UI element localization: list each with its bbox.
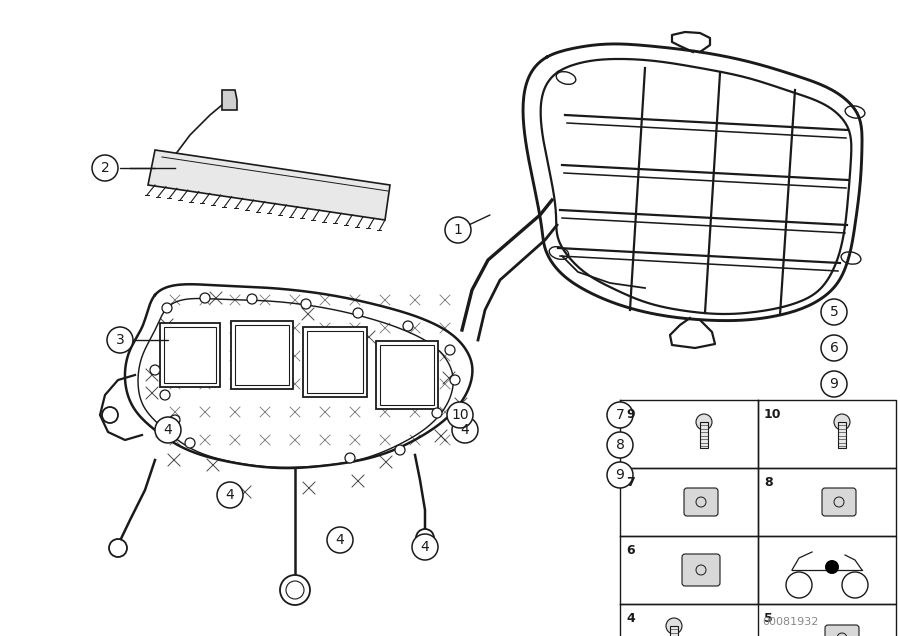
- Circle shape: [416, 529, 434, 547]
- Circle shape: [327, 527, 353, 553]
- Circle shape: [109, 539, 127, 557]
- Circle shape: [170, 415, 180, 425]
- Circle shape: [450, 375, 460, 385]
- Circle shape: [452, 417, 478, 443]
- Text: 8: 8: [616, 438, 625, 452]
- Polygon shape: [148, 150, 390, 220]
- Bar: [670, 626, 678, 636]
- Text: 4: 4: [420, 540, 429, 554]
- Text: 9: 9: [616, 468, 625, 482]
- Circle shape: [155, 417, 181, 443]
- Circle shape: [821, 371, 847, 397]
- Circle shape: [445, 345, 455, 355]
- Circle shape: [821, 299, 847, 325]
- Text: 7: 7: [626, 476, 634, 489]
- Circle shape: [412, 534, 438, 560]
- Circle shape: [607, 462, 633, 488]
- Circle shape: [432, 408, 442, 418]
- Text: 9: 9: [626, 408, 634, 421]
- FancyBboxPatch shape: [825, 625, 859, 636]
- Circle shape: [185, 438, 195, 448]
- Bar: [700, 422, 708, 448]
- Circle shape: [834, 414, 850, 430]
- Polygon shape: [231, 321, 293, 389]
- Circle shape: [353, 308, 363, 318]
- Circle shape: [403, 321, 413, 331]
- Circle shape: [666, 618, 682, 634]
- Text: 5: 5: [830, 305, 839, 319]
- Circle shape: [162, 303, 172, 313]
- Polygon shape: [160, 323, 220, 387]
- Text: 5: 5: [764, 612, 773, 625]
- FancyBboxPatch shape: [684, 488, 718, 516]
- Text: 4: 4: [336, 533, 345, 547]
- Polygon shape: [303, 327, 367, 397]
- FancyBboxPatch shape: [682, 554, 720, 586]
- Circle shape: [447, 402, 473, 428]
- Text: 4: 4: [164, 423, 173, 437]
- Circle shape: [102, 407, 118, 423]
- FancyBboxPatch shape: [822, 488, 856, 516]
- Text: 9: 9: [830, 377, 839, 391]
- Circle shape: [345, 453, 355, 463]
- Polygon shape: [222, 90, 237, 110]
- Circle shape: [301, 299, 311, 309]
- Text: 10: 10: [451, 408, 469, 422]
- Bar: [838, 422, 846, 448]
- Circle shape: [107, 327, 133, 353]
- Text: 6: 6: [626, 544, 634, 557]
- Text: 1: 1: [454, 223, 463, 237]
- Circle shape: [200, 293, 210, 303]
- Text: 2: 2: [101, 161, 110, 175]
- Text: 4: 4: [626, 612, 634, 625]
- Circle shape: [395, 445, 405, 455]
- Circle shape: [607, 432, 633, 458]
- Text: 8: 8: [764, 476, 772, 489]
- Circle shape: [247, 294, 257, 304]
- Polygon shape: [376, 341, 438, 409]
- Circle shape: [825, 560, 839, 574]
- Circle shape: [160, 390, 170, 400]
- Text: 7: 7: [616, 408, 625, 422]
- Text: 6: 6: [830, 341, 839, 355]
- Text: 4: 4: [461, 423, 470, 437]
- Circle shape: [217, 482, 243, 508]
- Circle shape: [280, 575, 310, 605]
- Circle shape: [92, 155, 118, 181]
- Text: 4: 4: [226, 488, 234, 502]
- Text: 00081932: 00081932: [761, 617, 818, 627]
- Text: 3: 3: [115, 333, 124, 347]
- Circle shape: [150, 365, 160, 375]
- Circle shape: [696, 414, 712, 430]
- Circle shape: [607, 402, 633, 428]
- Circle shape: [445, 217, 471, 243]
- Circle shape: [821, 335, 847, 361]
- Text: 10: 10: [764, 408, 781, 421]
